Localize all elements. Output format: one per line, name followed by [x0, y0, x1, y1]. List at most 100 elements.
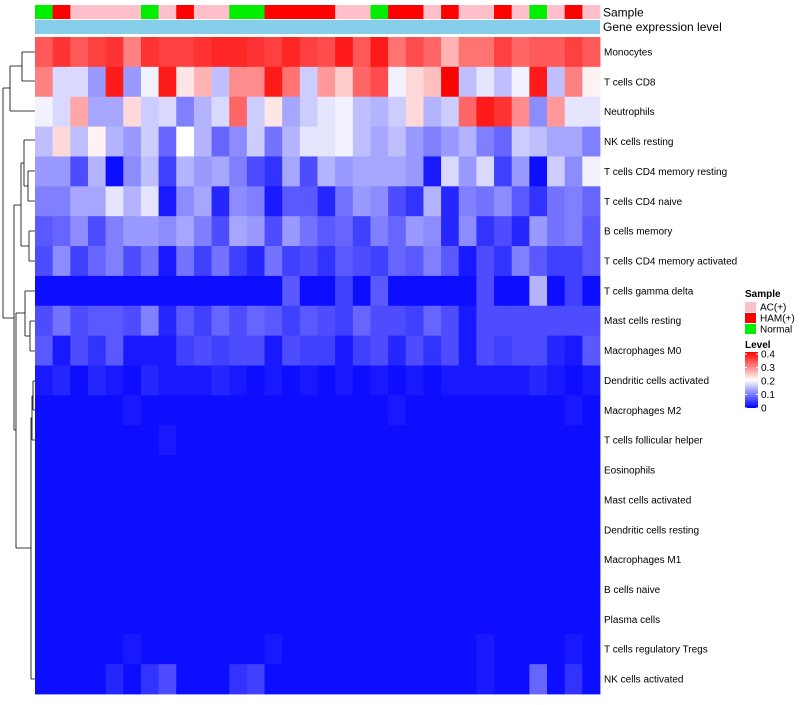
heatmap-cell — [176, 604, 195, 635]
heatmap-cell — [140, 216, 159, 247]
heatmap-cell — [494, 484, 513, 516]
heatmap-cell — [511, 455, 530, 486]
heatmap-cell — [529, 96, 548, 127]
heatmap-cell — [335, 37, 354, 68]
heatmap-cell — [476, 156, 495, 187]
heatmap-cell — [299, 604, 318, 635]
heatmap-cell — [547, 186, 566, 217]
heatmap-cell — [299, 96, 318, 127]
sample-track-label: Sample — [603, 6, 644, 20]
heatmap-cell — [441, 335, 460, 366]
heatmap-cell — [140, 37, 159, 68]
heatmap-cell — [282, 395, 301, 426]
heatmap-cell — [299, 514, 318, 546]
row-label: Dendritic cells resting — [604, 525, 699, 536]
heatmap-cell — [193, 574, 212, 605]
heatmap-cell — [299, 634, 318, 665]
heatmap-cell — [105, 186, 124, 217]
heatmap-cell — [70, 275, 89, 307]
heatmap-cell — [352, 574, 371, 605]
heatmap-cell — [282, 66, 301, 98]
heatmap-cell — [35, 275, 54, 307]
heatmap-cell — [564, 305, 583, 337]
heatmap-cell — [264, 96, 283, 127]
heatmap-cell — [423, 126, 442, 157]
heatmap-cell — [229, 634, 248, 665]
heatmap-cell — [423, 365, 442, 396]
row-label: B cells naive — [604, 585, 661, 596]
heatmap-cell — [317, 66, 336, 98]
dendrogram-branch — [27, 380, 35, 680]
dendrogram-branch — [29, 320, 35, 352]
heatmap-cell — [176, 514, 195, 546]
heatmap-cell — [388, 574, 407, 605]
heatmap-cell — [123, 275, 142, 307]
heatmap-cell — [547, 664, 566, 695]
heatmap-cell — [123, 395, 142, 426]
heatmap-cell — [317, 305, 336, 337]
heatmap-cell — [405, 514, 424, 546]
heatmap-cell — [352, 514, 371, 546]
heatmap-cell — [105, 395, 124, 426]
heatmap-cell — [87, 335, 107, 366]
heatmap-cell — [441, 425, 460, 456]
heatmap-cell — [158, 305, 177, 337]
heatmap-cell — [317, 156, 336, 187]
heatmap-cell — [123, 186, 142, 217]
heatmap-cell — [87, 664, 107, 695]
heatmap-cell — [441, 37, 460, 68]
heatmap-cell — [529, 484, 548, 516]
heatmap-cell — [140, 574, 159, 605]
heatmap-cell — [299, 305, 318, 337]
heatmap-cell — [388, 514, 407, 546]
heatmap-cell — [564, 156, 583, 187]
heatmap-cell — [282, 664, 301, 695]
row-label: T cells CD8 — [604, 77, 656, 88]
heatmap-cell — [52, 455, 71, 486]
dendrogram-branch — [27, 170, 35, 202]
heatmap-cell — [140, 455, 159, 486]
row-label: NK cells activated — [604, 675, 683, 686]
heatmap-cell — [564, 96, 583, 127]
heatmap-cell — [370, 335, 389, 366]
heatmap-cell — [176, 216, 195, 247]
heatmap-cell — [246, 246, 265, 277]
heatmap-cell — [423, 574, 442, 605]
heatmap-cell — [476, 186, 495, 217]
heatmap-cell — [317, 365, 336, 396]
heatmap-cell — [476, 425, 495, 456]
heatmap-cell — [405, 126, 424, 157]
heatmap-cell — [52, 66, 71, 98]
heatmap-cell — [423, 514, 442, 546]
heatmap-cell — [176, 305, 195, 337]
heatmap-cell — [123, 425, 142, 456]
heatmap-cell — [441, 305, 460, 337]
heatmap-cell — [370, 634, 389, 665]
heatmap-cell — [441, 365, 460, 396]
heatmap-cell — [35, 664, 54, 695]
heatmap-cell — [582, 604, 601, 635]
heatmap-cell — [52, 156, 71, 187]
level-legend-tick-label: 0.3 — [761, 363, 775, 374]
heatmap-cell — [87, 484, 107, 516]
dendrogram-branch — [23, 139, 35, 187]
heatmap-cell — [335, 604, 354, 635]
heatmap-cell — [193, 514, 212, 546]
heatmap-cell — [229, 455, 248, 486]
heatmap-cell — [405, 395, 424, 426]
heatmap-cell — [476, 335, 495, 366]
heatmap-cell — [105, 544, 124, 575]
heatmap-cell — [87, 514, 107, 546]
heatmap-cell — [511, 246, 530, 277]
heatmap-cell — [87, 96, 107, 127]
row-label: Macrophages M0 — [604, 346, 682, 357]
heatmap-cell — [335, 514, 354, 546]
heatmap-cell — [35, 514, 54, 546]
heatmap-cell — [87, 275, 107, 307]
heatmap-cell — [176, 66, 195, 98]
heatmap-cell — [511, 514, 530, 546]
heatmap-cell — [388, 395, 407, 426]
heatmap-cell — [123, 335, 142, 366]
heatmap-cell — [70, 126, 89, 157]
heatmap-cell — [176, 37, 195, 68]
